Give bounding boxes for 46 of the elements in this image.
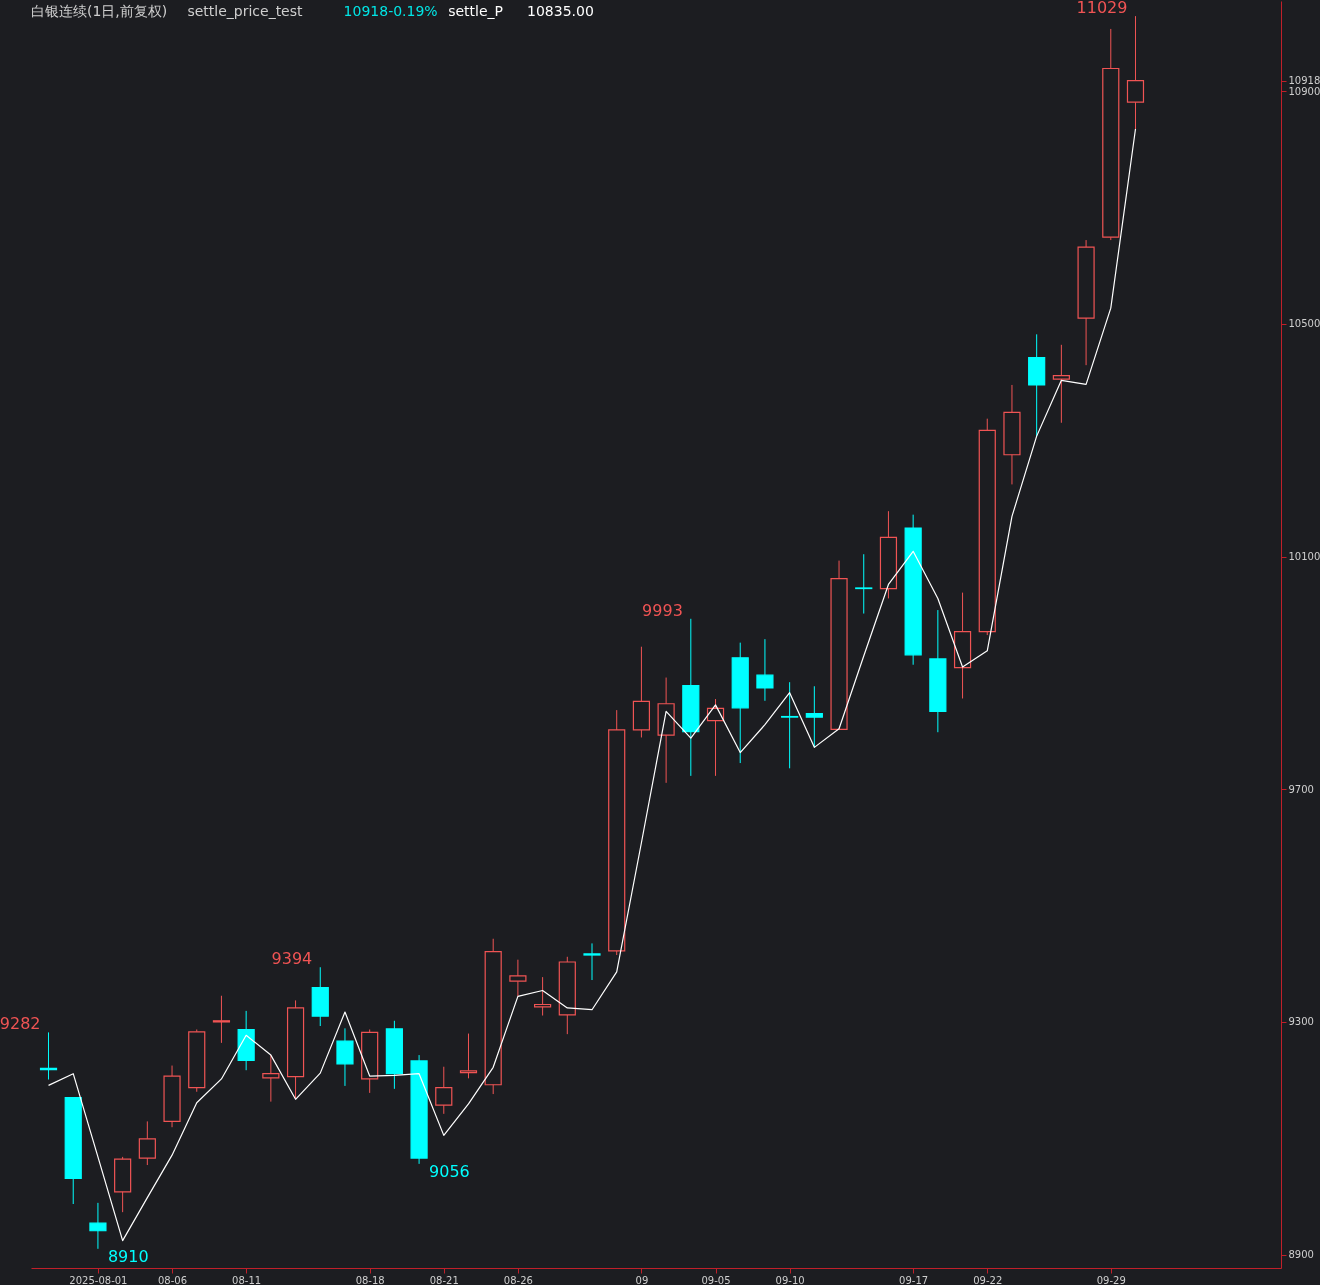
x-tick-label: 08-26 — [503, 1274, 533, 1285]
y-tick-label: 10500 — [1288, 318, 1320, 330]
x-tick-label: 2025-08-01 — [69, 1274, 128, 1285]
annotation: 9394 — [271, 949, 313, 969]
x-tick-label: 09-05 — [701, 1274, 731, 1285]
candlestick — [509, 959, 527, 997]
text: settle_P — [448, 3, 504, 19]
annotation: 9282 — [0, 1014, 41, 1034]
annotation: settle_price_test — [187, 3, 304, 19]
candlestick — [781, 681, 799, 769]
y-tick-label: 8900 — [1288, 1249, 1314, 1261]
candlestick — [756, 638, 774, 702]
annotation: 11029 — [1076, 0, 1128, 18]
x-tick-label: 09-22 — [973, 1274, 1003, 1285]
y-tick-label: 10900 — [1288, 85, 1320, 97]
candlestick — [336, 1027, 354, 1087]
candlestick — [805, 685, 823, 748]
y-tick-label: 9300 — [1288, 1016, 1314, 1028]
candlestick — [1126, 15, 1145, 131]
candlestick — [212, 995, 231, 1044]
y-tick-label: 10918 — [1288, 75, 1320, 87]
x-tick-label: 08-21 — [429, 1274, 459, 1285]
annotation: 10835.00 — [527, 3, 594, 19]
candlestick — [1052, 344, 1070, 424]
x-tick-label: 08-18 — [355, 1274, 385, 1285]
annotation: 9056 — [429, 1161, 470, 1181]
y-tick-label: 10100 — [1288, 551, 1320, 563]
x-tick-label: 09 — [635, 1274, 649, 1285]
candlestick — [138, 1120, 156, 1166]
chart-title: 白银连续(1日,前复权) — [31, 3, 168, 19]
x-tick-label: 09-29 — [1096, 1274, 1126, 1285]
x-tick-label: 08-11 — [232, 1274, 262, 1285]
annotation: 10918-0.19% — [343, 3, 438, 19]
x-tick-label: 08-06 — [158, 1274, 188, 1285]
annotation: 8910 — [107, 1246, 149, 1266]
candlestick — [855, 553, 873, 615]
x-tick-label: 09-17 — [899, 1274, 929, 1285]
x-tick-label: 09-10 — [775, 1274, 805, 1285]
candlestick — [459, 1033, 478, 1079]
candlestick — [583, 942, 601, 981]
candlestick — [435, 1066, 453, 1115]
y-tick-label: 9700 — [1288, 783, 1314, 795]
annotation: 9993 — [642, 600, 683, 620]
candlestick — [89, 1202, 107, 1250]
line-series — [47, 128, 1137, 1242]
candlestick — [262, 1054, 280, 1103]
